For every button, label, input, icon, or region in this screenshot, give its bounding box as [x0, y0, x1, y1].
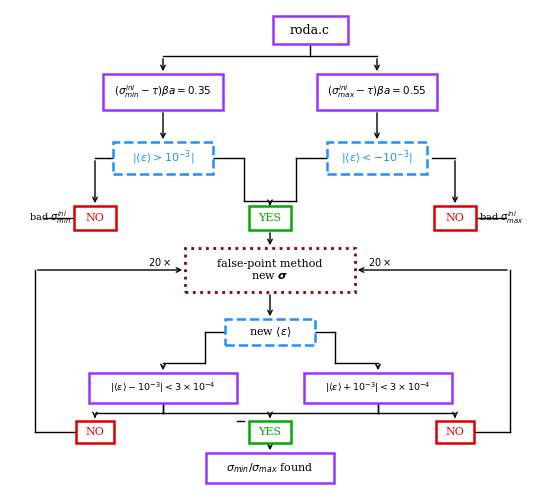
Text: $|\langle\epsilon\rangle<-10^{-3}|$: $|\langle\epsilon\rangle<-10^{-3}|$: [341, 149, 413, 167]
FancyBboxPatch shape: [317, 74, 437, 110]
FancyBboxPatch shape: [103, 74, 223, 110]
FancyBboxPatch shape: [249, 421, 291, 443]
FancyBboxPatch shape: [304, 373, 452, 403]
Text: roda.c: roda.c: [290, 24, 330, 36]
FancyBboxPatch shape: [89, 373, 237, 403]
FancyBboxPatch shape: [249, 206, 291, 230]
Text: $|\langle\epsilon\rangle+10^{-3}|<3\times10^{-4}$: $|\langle\epsilon\rangle+10^{-3}|<3\time…: [325, 381, 431, 395]
Text: bad $\sigma_{max}^{ini}$: bad $\sigma_{max}^{ini}$: [479, 210, 524, 226]
Text: $|\langle\epsilon\rangle-10^{-3}|<3\times10^{-4}$: $|\langle\epsilon\rangle-10^{-3}|<3\time…: [110, 381, 216, 395]
Text: $|\langle\epsilon\rangle>10^{-3}|$: $|\langle\epsilon\rangle>10^{-3}|$: [132, 149, 194, 167]
Text: NO: NO: [85, 213, 104, 223]
Text: YES: YES: [259, 427, 281, 437]
FancyBboxPatch shape: [113, 142, 213, 174]
FancyBboxPatch shape: [436, 421, 474, 443]
Text: NO: NO: [446, 213, 464, 223]
Text: $20\times$: $20\times$: [368, 256, 392, 268]
Text: false-point method
new $\boldsymbol{\sigma}$: false-point method new $\boldsymbol{\sig…: [217, 259, 322, 281]
Text: $(\sigma_{min}^{ini}-\tau)\beta a=0.35$: $(\sigma_{min}^{ini}-\tau)\beta a=0.35$: [114, 83, 212, 100]
Text: $20\times$: $20\times$: [148, 256, 171, 268]
FancyBboxPatch shape: [225, 319, 315, 345]
Text: $(\sigma_{max}^{ini}-\tau)\beta a=0.55$: $(\sigma_{max}^{ini}-\tau)\beta a=0.55$: [327, 83, 427, 100]
Text: $\sigma_{min}/\sigma_{max}$ found: $\sigma_{min}/\sigma_{max}$ found: [226, 461, 314, 475]
FancyBboxPatch shape: [76, 421, 114, 443]
Text: NO: NO: [85, 427, 104, 437]
FancyBboxPatch shape: [273, 16, 347, 44]
FancyBboxPatch shape: [185, 248, 355, 292]
FancyBboxPatch shape: [206, 453, 334, 483]
FancyBboxPatch shape: [327, 142, 427, 174]
FancyBboxPatch shape: [434, 206, 476, 230]
Text: bad $\sigma_{min}^{ini}$: bad $\sigma_{min}^{ini}$: [29, 210, 71, 226]
FancyBboxPatch shape: [74, 206, 116, 230]
Text: YES: YES: [259, 213, 281, 223]
Text: NO: NO: [446, 427, 464, 437]
Text: new $\langle\epsilon\rangle$: new $\langle\epsilon\rangle$: [249, 325, 291, 339]
